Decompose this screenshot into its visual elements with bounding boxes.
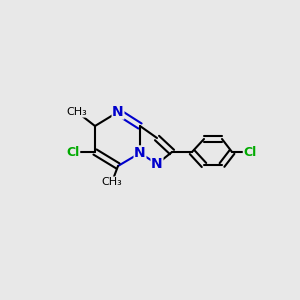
Text: CH₃: CH₃ — [102, 177, 122, 187]
Text: N: N — [134, 146, 146, 160]
Text: Cl: Cl — [243, 146, 256, 158]
Text: Cl: Cl — [66, 146, 80, 158]
Text: CH₃: CH₃ — [67, 107, 87, 117]
Text: N: N — [112, 105, 124, 119]
Text: N: N — [151, 157, 163, 171]
